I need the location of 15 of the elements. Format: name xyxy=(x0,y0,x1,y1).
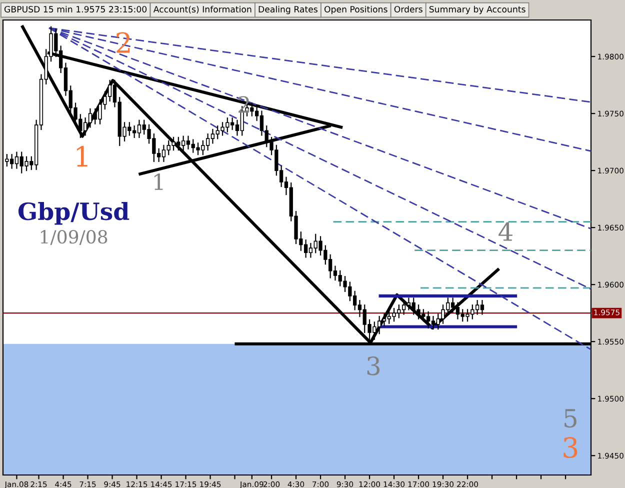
text: Orders xyxy=(394,6,422,12)
annotation: 1 xyxy=(154,173,163,190)
annotation: 4 xyxy=(498,222,512,241)
annotation: 5 xyxy=(564,409,576,428)
annotation: Gbp/Usd xyxy=(18,202,130,225)
annotation: 1 xyxy=(76,146,88,166)
chart-title: GBPUSD 15 min 1.9575 23:15:00 xyxy=(4,6,147,12)
annotation: 2 xyxy=(238,96,249,113)
text: Account(s) Information xyxy=(153,6,252,14)
annotation: 3 xyxy=(564,437,578,458)
text: Dealing Rates xyxy=(258,6,318,14)
text: Open Positions xyxy=(324,6,388,14)
annotation: 3 xyxy=(367,356,380,376)
annotation: 1/09/08 xyxy=(40,230,108,246)
text: Summary by Accounts xyxy=(429,6,526,14)
